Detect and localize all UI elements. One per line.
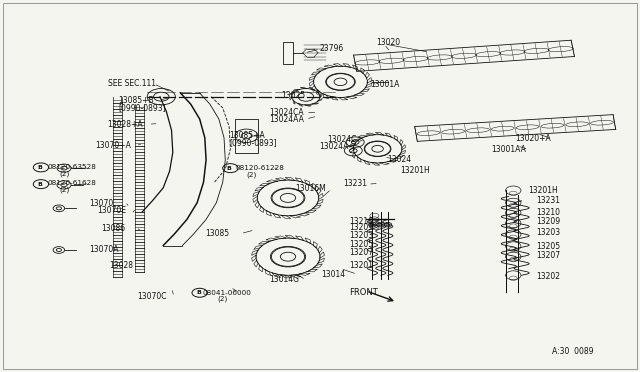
Text: 13209: 13209 xyxy=(349,223,373,232)
Text: 13070C: 13070C xyxy=(138,292,167,301)
Text: 13209: 13209 xyxy=(536,217,561,226)
Text: (2): (2) xyxy=(218,296,228,302)
Text: 13024AA: 13024AA xyxy=(269,115,303,124)
Text: 13020+A: 13020+A xyxy=(515,134,551,143)
Text: 13024: 13024 xyxy=(387,155,412,164)
Text: 13020: 13020 xyxy=(376,38,401,47)
Bar xyxy=(283,42,293,64)
Text: 13070A: 13070A xyxy=(90,245,119,254)
Text: (2): (2) xyxy=(59,170,69,177)
Text: 13205: 13205 xyxy=(536,242,561,251)
Text: 13024C: 13024C xyxy=(328,135,357,144)
Text: 13201H: 13201H xyxy=(528,186,557,195)
Text: 13028+A: 13028+A xyxy=(108,120,143,129)
Text: 23796: 23796 xyxy=(320,44,344,53)
Text: 13070+A: 13070+A xyxy=(95,141,131,150)
Text: 13203: 13203 xyxy=(536,228,561,237)
Text: 13001A: 13001A xyxy=(370,80,399,89)
Text: 13028: 13028 xyxy=(109,262,133,270)
Text: 13016M: 13016M xyxy=(296,185,326,193)
Text: 13210: 13210 xyxy=(536,208,561,217)
Text: B: B xyxy=(37,182,42,187)
Text: (2): (2) xyxy=(246,171,257,178)
Text: B: B xyxy=(196,290,201,295)
Text: 13014G: 13014G xyxy=(269,275,299,284)
Text: 13001AA: 13001AA xyxy=(492,145,526,154)
Text: 13205: 13205 xyxy=(349,240,373,249)
Text: 13231: 13231 xyxy=(536,196,561,205)
Text: 13085: 13085 xyxy=(205,229,229,238)
Text: 13014: 13014 xyxy=(321,270,346,279)
Text: 13207: 13207 xyxy=(349,248,373,257)
Text: 08120-61228: 08120-61228 xyxy=(236,165,284,171)
Text: B: B xyxy=(227,166,232,171)
Text: 13201: 13201 xyxy=(349,262,372,270)
Text: 13086: 13086 xyxy=(101,224,125,233)
Text: 13070: 13070 xyxy=(90,199,114,208)
Text: 13210: 13210 xyxy=(349,217,372,226)
Text: [0990-0893]: [0990-0893] xyxy=(229,138,276,147)
Text: 08120-63528: 08120-63528 xyxy=(48,164,97,170)
Text: 13201H: 13201H xyxy=(400,166,429,175)
Text: 13207: 13207 xyxy=(536,251,561,260)
Text: 13085+B: 13085+B xyxy=(118,96,154,105)
Text: 13024A: 13024A xyxy=(319,142,348,151)
Text: (2): (2) xyxy=(59,186,69,193)
Bar xyxy=(235,119,258,153)
Text: 13203: 13203 xyxy=(349,231,373,240)
Text: FRONT: FRONT xyxy=(349,288,378,296)
Text: 13024CA: 13024CA xyxy=(269,108,303,117)
Text: 13085+A: 13085+A xyxy=(229,131,265,140)
Text: SEE SEC.111: SEE SEC.111 xyxy=(108,79,156,88)
Text: 13202: 13202 xyxy=(536,272,561,280)
Text: 08041-06000: 08041-06000 xyxy=(202,290,251,296)
Text: 13231: 13231 xyxy=(343,179,367,188)
Text: 13025: 13025 xyxy=(282,92,306,100)
Text: B: B xyxy=(37,165,42,170)
Text: A:30  0089: A:30 0089 xyxy=(552,347,593,356)
Text: [0990-0893]: [0990-0893] xyxy=(118,103,166,112)
Text: 13070E: 13070E xyxy=(97,206,126,215)
Text: 08120-61628: 08120-61628 xyxy=(48,180,97,186)
